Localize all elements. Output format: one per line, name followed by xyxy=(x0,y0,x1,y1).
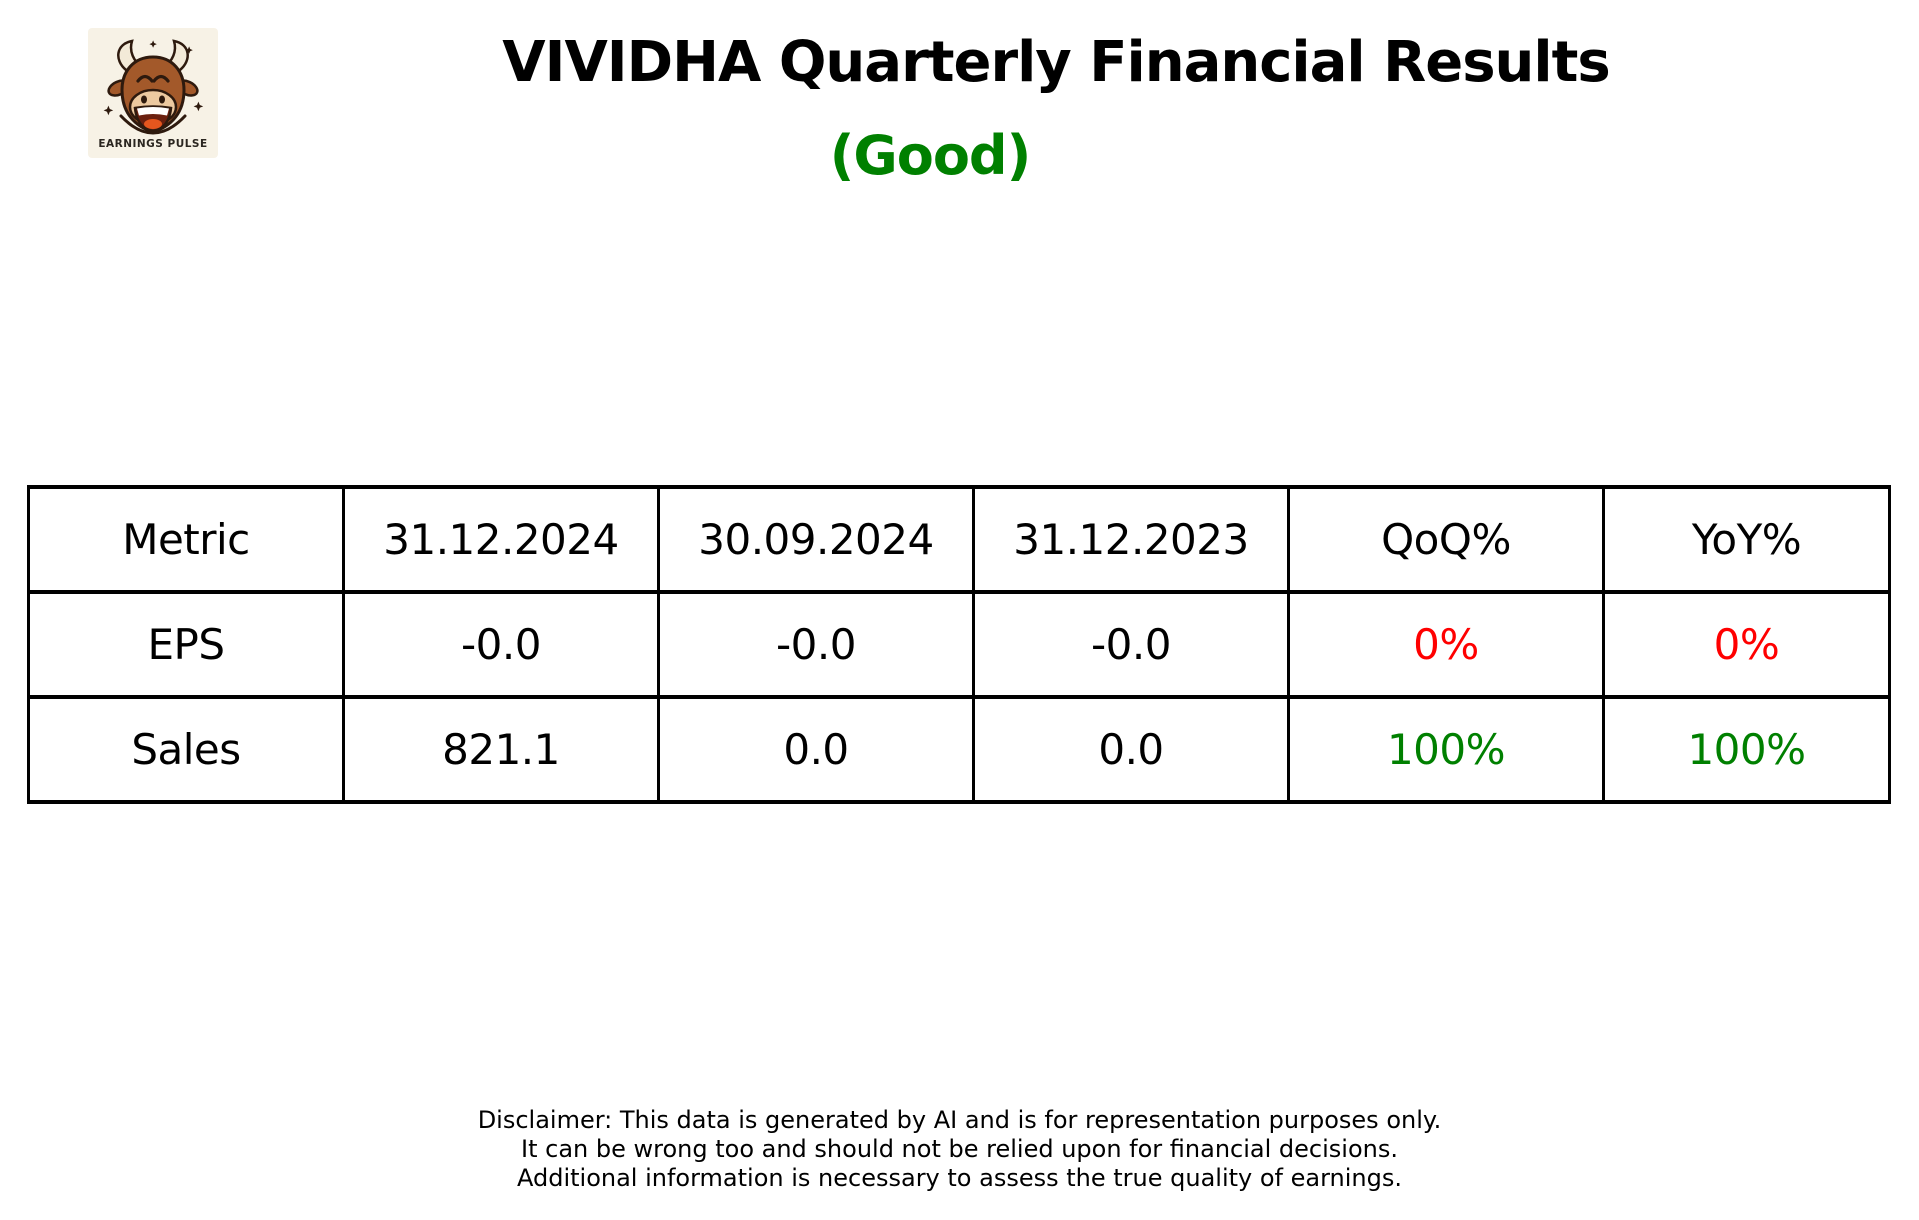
disclaimer: Disclaimer: This data is generated by AI… xyxy=(0,1106,1919,1193)
cell-eps-qoq: 0% xyxy=(1287,590,1605,699)
cell-sales-qoq: 100% xyxy=(1287,695,1605,804)
cell-eps-previous: -0.0 xyxy=(657,590,975,699)
rating-subtitle: (Good) xyxy=(829,124,1032,187)
cell-eps-current: -0.0 xyxy=(342,590,660,699)
header-cell-metric: Metric xyxy=(27,485,345,594)
cell-sales-current: 821.1 xyxy=(342,695,660,804)
cell-sales-yoy: 100% xyxy=(1602,695,1891,804)
cell-sales-yearago: 0.0 xyxy=(972,695,1290,804)
table-header-row: Metric 31.12.2024 30.09.2024 31.12.2023 … xyxy=(27,485,1891,594)
cell-sales-metric: Sales xyxy=(27,695,345,804)
header-cell-q-yearago: 31.12.2023 xyxy=(972,485,1290,594)
logo-brand-text: EARNINGS PULSE xyxy=(98,138,207,150)
table-row-eps: EPS -0.0 -0.0 -0.0 0% 0% xyxy=(27,590,1891,699)
disclaimer-line-2: It can be wrong too and should not be re… xyxy=(521,1135,1398,1163)
header-cell-yoy: YoY% xyxy=(1602,485,1891,594)
financial-results-table: Metric 31.12.2024 30.09.2024 31.12.2023 … xyxy=(27,485,1891,804)
header-cell-q-current: 31.12.2024 xyxy=(342,485,660,594)
disclaimer-line-3: Additional information is necessary to a… xyxy=(516,1164,1402,1192)
header-cell-q-previous: 30.09.2024 xyxy=(657,485,975,594)
table-row-sales: Sales 821.1 0.0 0.0 100% 100% xyxy=(27,695,1891,804)
header-cell-qoq: QoQ% xyxy=(1287,485,1605,594)
earnings-pulse-logo: EARNINGS PULSE xyxy=(88,28,218,158)
cell-sales-previous: 0.0 xyxy=(657,695,975,804)
page-title: VIVIDHA Quarterly Financial Results xyxy=(502,30,1610,95)
disclaimer-line-1: Disclaimer: This data is generated by AI… xyxy=(477,1106,1442,1134)
cell-eps-yoy: 0% xyxy=(1602,590,1891,699)
bull-icon: EARNINGS PULSE xyxy=(88,28,218,158)
cell-eps-metric: EPS xyxy=(27,590,345,699)
cell-eps-yearago: -0.0 xyxy=(972,590,1290,699)
